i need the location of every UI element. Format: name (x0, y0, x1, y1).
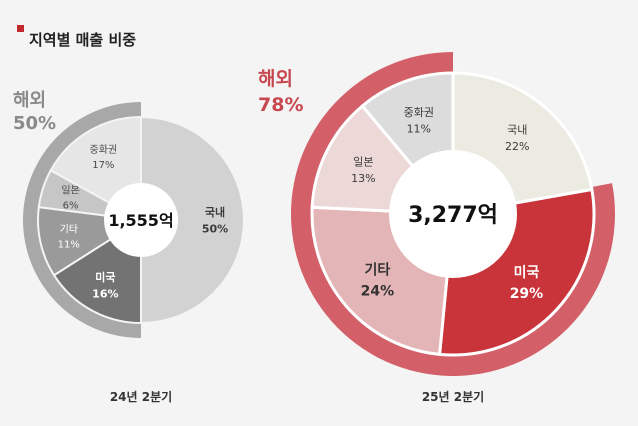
slice-value-label: 24% (361, 284, 395, 300)
slice-value-label: 11% (58, 240, 80, 251)
overseas-ring (23, 102, 141, 338)
slice-name-label: 국내 (205, 205, 225, 219)
donut-chart-2024q2: 국내 50% 미국 16% 기타 11% 일본 6% 중화권 17% 1,555억 (23, 102, 245, 338)
slice-value-label: 11% (407, 123, 431, 136)
slice-name-label: 미국 (514, 265, 540, 281)
slice-value-label: 50% (202, 223, 228, 236)
slice-value-label: 22% (505, 140, 529, 153)
slice-name-label: 기타 (365, 263, 391, 279)
slice-name-label: 기타 (60, 224, 78, 236)
total-revenue-label: 1,555억 (108, 211, 173, 230)
slice-name-label: 중화권 (90, 144, 118, 156)
slice-value-label: 6% (63, 201, 79, 212)
donut-center (389, 150, 517, 278)
donut-chart-2025q2: 국내 22% 미국 29% 기타 24% 일본 13% 중화권 11% 3,277억 (291, 52, 615, 376)
total-revenue-label: 3,277억 (408, 203, 498, 228)
slice-name-label: 일본 (61, 185, 79, 197)
chart-title: 지역별 매출 비중 (29, 31, 136, 49)
period-label-2: 25년 2분기 (422, 389, 484, 404)
overseas-value-2: 78% (258, 94, 303, 116)
slice-value-label: 17% (92, 160, 114, 171)
overseas-label-2: 해외 (258, 68, 293, 90)
slice-name-label: 미국 (95, 270, 115, 284)
slice-name-label: 일본 (353, 155, 373, 169)
slice-name-label: 국내 (507, 124, 527, 137)
overseas-label-1: 해외 (13, 90, 46, 111)
slice-value-label: 16% (92, 287, 118, 300)
period-label-1: 24년 2분기 (110, 389, 172, 404)
slice-name-label: 중화권 (404, 106, 434, 119)
title-marker (17, 25, 24, 32)
slice-value-label: 29% (510, 286, 544, 302)
overseas-value-1: 50% (13, 113, 56, 134)
donut-center (104, 183, 178, 257)
slice-value-label: 13% (351, 172, 375, 185)
